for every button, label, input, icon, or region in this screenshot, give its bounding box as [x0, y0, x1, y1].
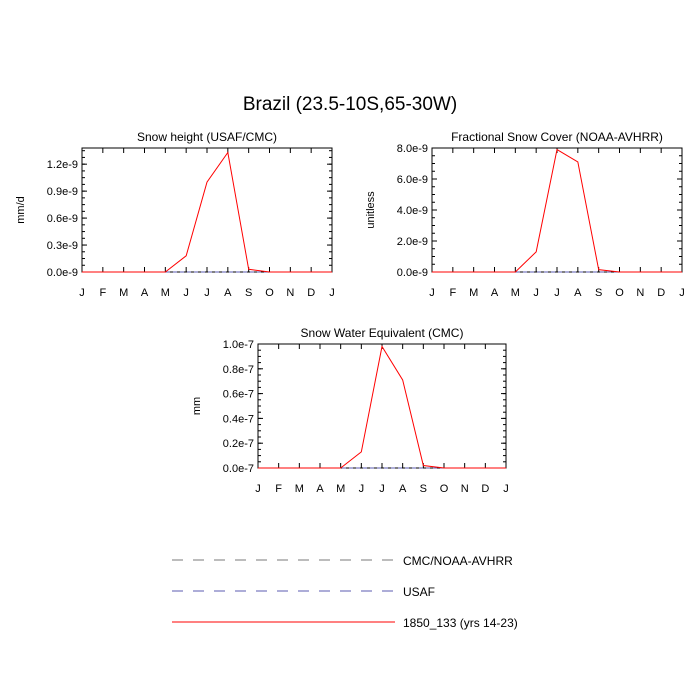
x-tick-label: M — [469, 287, 478, 299]
x-tick-label: A — [399, 483, 407, 495]
y-tick-label: 8.0e-9 — [397, 143, 428, 155]
panel-title: Snow Water Equivalent (CMC) — [301, 326, 464, 340]
y-tick-label: 0.2e-7 — [223, 438, 254, 450]
y-tick-label: 2.0e-9 — [397, 236, 428, 248]
x-tick-label: J — [204, 287, 210, 299]
y-axis-label: unitless — [365, 191, 377, 229]
plot-frame — [431, 147, 683, 273]
x-tick-label: A — [141, 287, 149, 299]
y-tick-label: 1.2e-9 — [47, 159, 78, 171]
x-tick-label: O — [265, 287, 274, 299]
x-tick-label: S — [420, 483, 427, 495]
x-tick-label: J — [503, 483, 509, 495]
panel-title: Snow height (USAF/CMC) — [137, 130, 277, 144]
x-tick-label: A — [316, 483, 324, 495]
x-tick-label: S — [245, 287, 252, 299]
y-tick-label: 0.6e-9 — [47, 213, 78, 225]
y-tick-label: 0.3e-9 — [47, 240, 78, 252]
y-tick-label: 4.0e-9 — [397, 205, 428, 217]
y-axis-label: mm — [191, 397, 203, 415]
legend: CMC/NOAA-AVHRR USAF 1850_133 (yrs 14-23) — [172, 554, 518, 630]
x-tick-label: A — [224, 287, 232, 299]
series-line-1850-133-yrs-14-23 — [258, 345, 506, 469]
y-axis-label: mm/d — [15, 196, 27, 224]
x-tick-label: D — [481, 483, 489, 495]
x-tick-label: J — [554, 287, 560, 299]
x-tick-label: F — [275, 483, 282, 495]
plot-frame — [81, 147, 333, 273]
y-tick-label: 6.0e-9 — [397, 174, 428, 186]
x-tick-label: J — [379, 483, 385, 495]
x-tick-label: M — [511, 287, 520, 299]
x-tick-label: D — [307, 287, 315, 299]
x-tick-label: J — [429, 287, 435, 299]
y-tick-label: 0.0e-7 — [223, 463, 254, 475]
x-tick-label: N — [461, 483, 469, 495]
x-tick-label: J — [533, 287, 539, 299]
legend-label: USAF — [403, 585, 435, 599]
x-tick-label: M — [295, 483, 304, 495]
figure-title: Brazil (23.5-10S,65-30W) — [242, 94, 458, 115]
legend-label: CMC/NOAA-AVHRR — [403, 554, 513, 568]
x-tick-label: J — [255, 483, 261, 495]
chart-panel-2: Fractional Snow Cover (NOAA-AVHRR) unitle… — [365, 130, 685, 299]
y-tick-label: 0.0e-9 — [397, 267, 428, 279]
y-tick-label: 0.9e-9 — [47, 186, 78, 198]
x-tick-label: M — [161, 287, 170, 299]
y-tick-label: 0.6e-7 — [223, 389, 254, 401]
x-tick-label: N — [286, 287, 294, 299]
chart-panel-1: Snow height (USAF/CMC)mm/dJ F M A M J J A S O N D J0… — [15, 130, 335, 299]
x-tick-label: A — [491, 287, 499, 299]
x-tick-label: D — [657, 287, 665, 299]
legend-label: 1850_133 (yrs 14-23) — [403, 616, 518, 630]
x-tick-label: J — [79, 287, 85, 299]
x-tick-label: F — [99, 287, 106, 299]
x-tick-label: J — [183, 287, 189, 299]
series-line-1850-133-yrs-14-23 — [82, 151, 332, 273]
chart-panel-3: Snow Water Equivalent (CMC)mmJ F M A M J J A S O N… — [191, 326, 509, 495]
x-tick-label: O — [440, 483, 449, 495]
y-tick-label: 0.4e-7 — [223, 413, 254, 425]
panel-title: Fractional Snow Cover (NOAA-AVHRR) — [451, 130, 663, 144]
x-tick-label: J — [329, 287, 335, 299]
x-tick-label: A — [574, 287, 582, 299]
x-tick-label: M — [336, 483, 345, 495]
y-tick-label: 0.8e-7 — [223, 364, 254, 376]
plot-frame — [257, 343, 507, 469]
y-tick-label: 0.0e-9 — [47, 267, 78, 279]
x-tick-label: N — [636, 287, 644, 299]
y-tick-label: 1.0e-7 — [223, 339, 254, 351]
x-tick-label: S — [595, 287, 602, 299]
x-tick-label: J — [679, 287, 685, 299]
series-line-1850-133-yrs-14-23 — [432, 148, 682, 273]
x-tick-label: M — [119, 287, 128, 299]
x-tick-label: J — [359, 483, 365, 495]
x-tick-label: F — [449, 287, 456, 299]
x-tick-label: O — [615, 287, 624, 299]
